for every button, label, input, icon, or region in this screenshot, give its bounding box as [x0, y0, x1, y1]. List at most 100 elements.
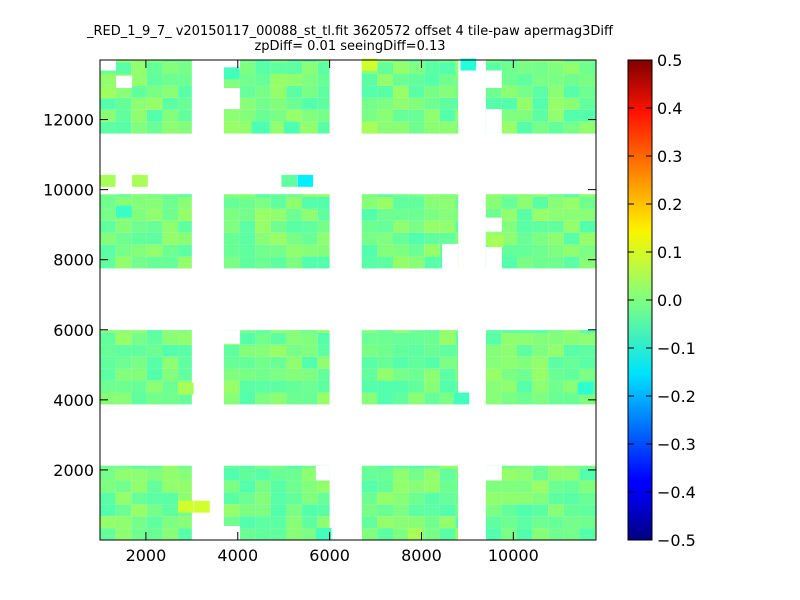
missing-tile: [224, 525, 241, 540]
heatmap-cell: [131, 492, 147, 505]
heatmap-cell: [408, 516, 425, 529]
heatmap-cell: [532, 516, 549, 529]
heatmap-cell: [302, 109, 318, 122]
heatmap-cell: [146, 232, 163, 245]
heatmap-cell: [563, 232, 580, 245]
heatmap-cell: [286, 528, 303, 540]
heatmap-cell: [100, 516, 116, 529]
heatmap-cell: [424, 356, 440, 369]
heatmap-cell: [239, 528, 256, 540]
heatmap-cell: [317, 196, 330, 209]
heatmap-cell: [317, 232, 330, 245]
heatmap-cell: [162, 392, 179, 405]
heatmap-cell: [517, 62, 533, 75]
heatmap-cell: [131, 465, 147, 469]
heatmap-cell: [548, 60, 564, 63]
heatmap-cell: [361, 330, 378, 333]
heatmap-cell: [579, 220, 596, 233]
heatmap-cell: [146, 465, 163, 469]
heatmap-cell: [178, 208, 192, 221]
heatmap-cell: [393, 85, 409, 98]
heatmap-cell: [255, 85, 271, 98]
heatmap-cell: [131, 332, 147, 345]
heatmap-cell: [146, 97, 163, 110]
heatmap-cell: [517, 244, 533, 257]
heatmap-cell-notable: [453, 392, 470, 405]
heatmap-cell: [517, 480, 533, 493]
heatmap-cell: [439, 109, 456, 122]
heatmap-cell: [485, 330, 502, 333]
heatmap-cell: [393, 244, 409, 257]
heatmap-cell: [239, 492, 256, 505]
y-tick-label: 2000: [53, 461, 94, 480]
heatmap-cell: [485, 368, 502, 381]
heatmap-cell: [501, 528, 517, 540]
heatmap-cell: [393, 356, 409, 369]
heatmap-cell: [224, 256, 240, 269]
heatmap-cell: [377, 330, 393, 333]
heatmap-cell: [455, 356, 459, 369]
heatmap-cell: [162, 60, 179, 63]
heatmap-cell: [579, 516, 596, 529]
heatmap-cell: [532, 332, 549, 345]
heatmap-cell: [115, 528, 132, 540]
heatmap-cell: [424, 504, 440, 517]
heatmap-cell: [270, 194, 287, 197]
heatmap-cell: [178, 256, 192, 269]
heatmap-cell: [548, 196, 564, 209]
heatmap-cell: [270, 256, 287, 269]
heatmap-cell: [286, 392, 303, 405]
heatmap-cell: [146, 196, 163, 209]
heatmap-cell: [100, 97, 116, 110]
heatmap-cell: [408, 194, 425, 197]
heatmap-cell: [270, 468, 287, 481]
heatmap-cell: [100, 109, 116, 122]
heatmap-cell-notable: [281, 174, 298, 187]
heatmap-cell: [361, 480, 378, 493]
heatmap-cell: [563, 330, 580, 333]
heatmap-cell: [270, 344, 287, 357]
heatmap-cell: [501, 85, 517, 98]
heatmap-cell: [162, 97, 179, 110]
heatmap-cell: [455, 504, 459, 517]
heatmap-cell: [115, 380, 132, 393]
heatmap-cell: [408, 256, 425, 269]
heatmap-cell: [100, 356, 116, 369]
heatmap-cell: [408, 60, 425, 63]
heatmap-cell: [563, 60, 580, 63]
heatmap-cell: [532, 380, 549, 393]
heatmap-cell: [146, 332, 163, 345]
heatmap-cell: [424, 232, 440, 245]
heatmap-cell: [548, 208, 564, 221]
heatmap-cell: [162, 74, 179, 86]
heatmap-cell-notable: [194, 500, 210, 513]
heatmap-cell: [162, 465, 179, 469]
heatmap-cell: [162, 356, 179, 369]
heatmap-cell: [455, 380, 459, 393]
heatmap-cell: [361, 516, 378, 529]
heatmap-cell: [408, 330, 425, 333]
heatmap-cell: [424, 208, 440, 221]
heatmap-cell: [563, 380, 580, 393]
heatmap-cell: [439, 85, 456, 98]
heatmap-cell: [317, 194, 330, 197]
heatmap-cell: [361, 465, 378, 469]
heatmap-cell: [548, 465, 564, 469]
heatmap-cell: [100, 344, 116, 357]
heatmap-cell: [485, 344, 502, 357]
heatmap-cell: [377, 480, 393, 493]
heatmap-cell: [393, 196, 409, 209]
heatmap-cell: [424, 392, 440, 405]
heatmap-cell: [146, 220, 163, 233]
heatmap-cell: [548, 380, 564, 393]
heatmap-cell: [286, 516, 303, 529]
heatmap-cell: [377, 244, 393, 257]
heatmap-cell: [146, 492, 163, 505]
heatmap-cell: [408, 492, 425, 505]
heatmap-cell: [239, 368, 256, 381]
heatmap-cell: [579, 492, 596, 505]
heatmap-cell: [255, 368, 271, 381]
heatmap-cell: [286, 465, 303, 469]
heatmap-cell: [424, 196, 440, 209]
heatmap-cell: [302, 516, 318, 529]
